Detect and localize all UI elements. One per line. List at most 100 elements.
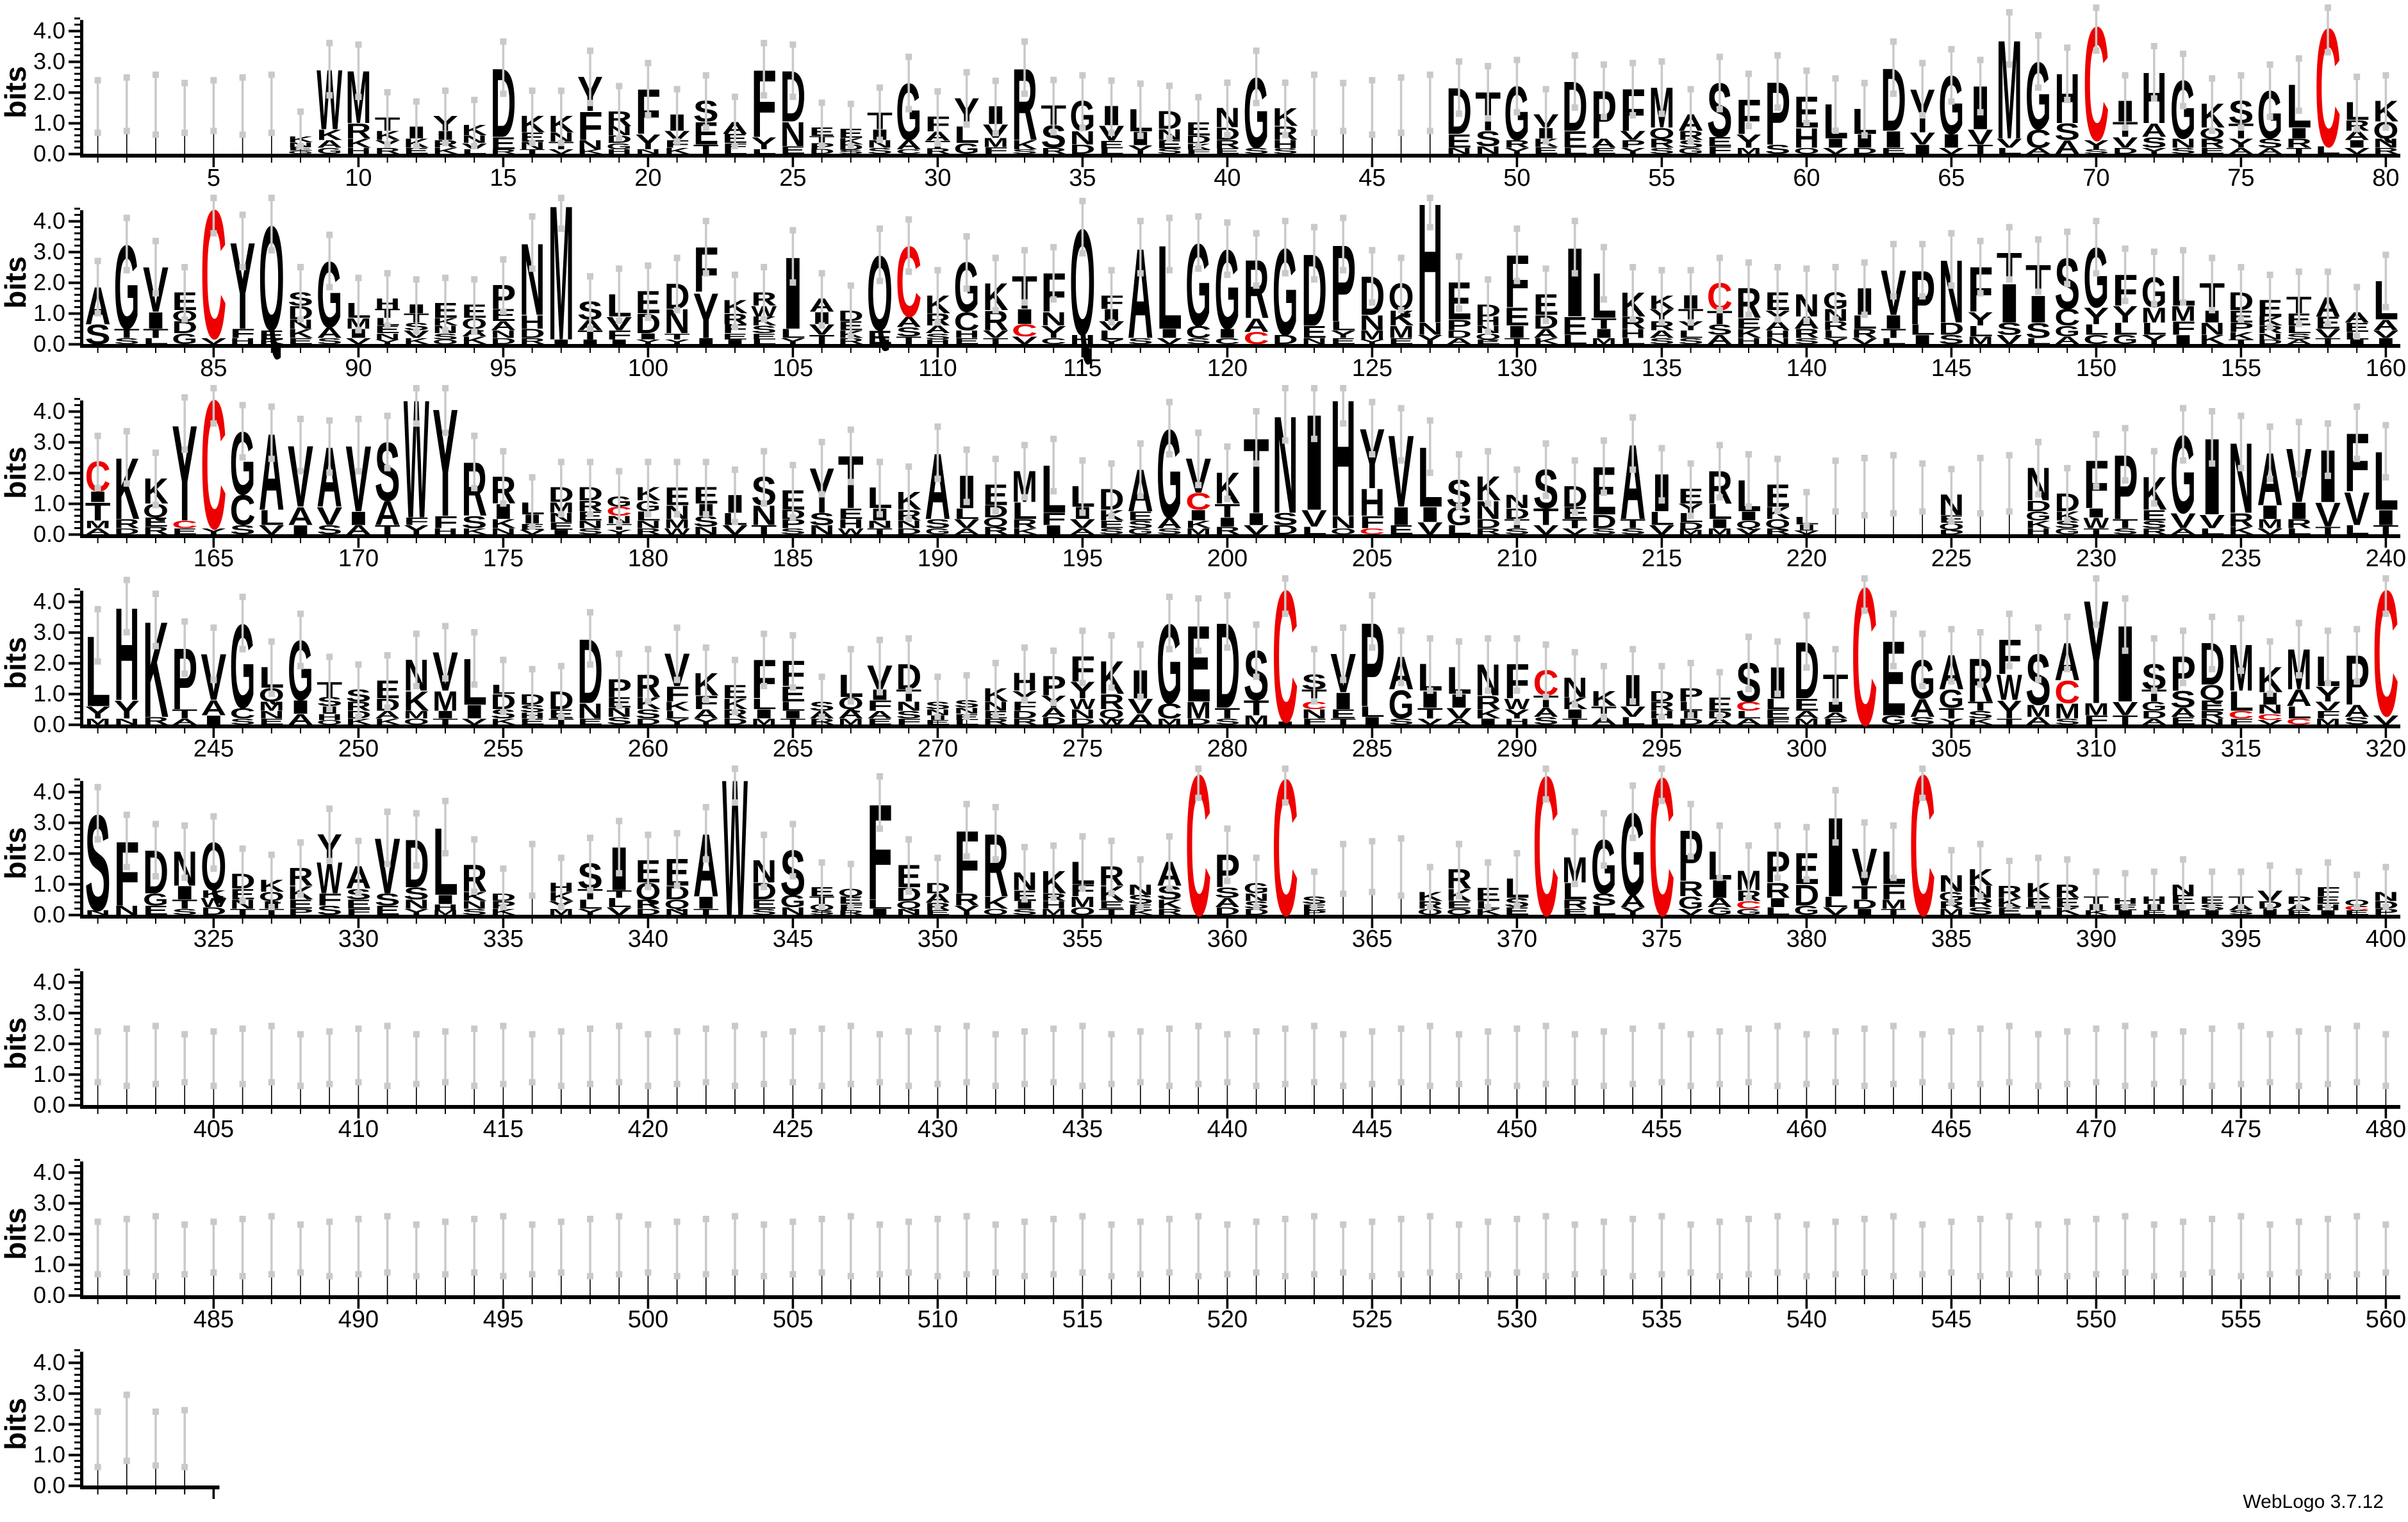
error-bar <box>1253 1218 1260 1275</box>
error-bar <box>703 1216 709 1277</box>
x-tick-label: 395 <box>2221 926 2261 951</box>
error-bar <box>2006 1213 2013 1278</box>
x-tick-label: 10 <box>345 165 372 190</box>
x-tick-label: 480 <box>2366 1116 2406 1142</box>
y-tick-label: 3.0 <box>33 1190 65 1216</box>
x-tick-label: 330 <box>338 926 379 951</box>
x-tick-label: 230 <box>2076 545 2116 571</box>
x-tick-label: 520 <box>1207 1306 1248 1332</box>
x-tick-label: 355 <box>1062 926 1103 951</box>
error-bar <box>587 1026 593 1087</box>
error-bar <box>1977 1026 1984 1087</box>
error-bar <box>1629 1026 1636 1087</box>
error-bar <box>153 1213 159 1280</box>
x-tick-label: 360 <box>1207 926 1248 951</box>
error-bar <box>789 1218 796 1277</box>
x-tick-label: 150 <box>2076 355 2116 380</box>
x-tick-label: 135 <box>1642 355 1682 380</box>
y-tick-label: 1.0 <box>33 1061 65 1087</box>
error-bar <box>2382 1222 2389 1276</box>
error-bar <box>1398 74 1405 136</box>
x-tick-label: 110 <box>918 355 957 380</box>
x-tick-label: 510 <box>918 1306 958 1332</box>
error-bar <box>124 1026 130 1089</box>
x-axis <box>80 1485 219 1499</box>
error-bar <box>1311 869 1317 910</box>
y-tick-label: 0.0 <box>33 1472 65 1498</box>
x-tick-label: 430 <box>918 1116 958 1142</box>
error-bar <box>964 1213 970 1278</box>
error-bar <box>2296 1218 2302 1275</box>
error-bar <box>95 1218 101 1277</box>
x-tick-label: 305 <box>1931 735 1972 761</box>
error-bar <box>1398 1216 1405 1277</box>
error-bar <box>384 1213 391 1276</box>
error-bar <box>819 1216 825 1276</box>
error-bar <box>2093 869 2099 910</box>
error-bar <box>95 77 101 136</box>
error-bar <box>1282 1026 1289 1087</box>
error-bar <box>95 1409 101 1470</box>
x-tick-label: 350 <box>918 926 958 951</box>
x-tick-label: 265 <box>773 735 813 761</box>
error-bar <box>1919 461 1926 515</box>
error-bar <box>1021 1218 1028 1279</box>
x-tick-label: 450 <box>1497 1116 1537 1142</box>
error-bar <box>210 1218 217 1275</box>
error-bar <box>1658 1213 1665 1278</box>
x-tick-label: 490 <box>338 1306 379 1332</box>
error-bar <box>1253 1028 1260 1089</box>
error-bar <box>674 1218 680 1279</box>
error-bar <box>848 1213 854 1280</box>
y-tick-label: 0.0 <box>33 331 65 357</box>
x-tick-label: 260 <box>628 735 668 761</box>
y-tick-label: 1.0 <box>33 110 65 136</box>
y-tick-label: 1.0 <box>33 300 65 326</box>
error-bar <box>1456 1222 1462 1280</box>
x-tick-label: 25 <box>779 165 806 190</box>
error-bar <box>2267 1031 2273 1086</box>
x-tick-label: 5 <box>207 165 220 190</box>
error-bar <box>1427 72 1433 135</box>
error-bar <box>1803 489 1810 530</box>
error-bar <box>1601 1028 1607 1089</box>
error-bar <box>789 1028 796 1085</box>
error-bar <box>1109 1222 1115 1280</box>
error-bar <box>1774 1023 1781 1090</box>
x-tick-label: 420 <box>628 1116 668 1142</box>
error-bar <box>1369 77 1375 138</box>
x-tick-label: 460 <box>1786 1116 1827 1142</box>
error-bar <box>2354 872 2360 910</box>
error-bar <box>124 1391 130 1464</box>
y-tick-label: 0.0 <box>33 140 65 167</box>
error-bar <box>2325 1026 2331 1087</box>
y-tick-label: 4.0 <box>33 208 65 234</box>
y-tick-label: 4.0 <box>33 17 65 44</box>
y-tick-label: 4.0 <box>33 1159 65 1185</box>
error-bar <box>558 1218 565 1275</box>
error-bar <box>905 1218 912 1275</box>
error-bar <box>124 1216 130 1276</box>
x-tick-label: 545 <box>1931 1306 1972 1332</box>
error-bar <box>2006 1023 2013 1086</box>
error-bar <box>1919 1031 1926 1086</box>
x-tick-label: 405 <box>194 1116 234 1142</box>
x-tick-label: 540 <box>1786 1306 1827 1332</box>
error-bar <box>1717 1218 1723 1279</box>
error-bar <box>1485 1028 1491 1085</box>
x-tick-label: 245 <box>194 735 234 761</box>
x-tick-label: 125 <box>1352 355 1392 380</box>
error-bar <box>616 1213 622 1278</box>
y-tick-label: 4.0 <box>33 778 65 805</box>
error-bar <box>616 1023 622 1086</box>
y-tick-label: 2.0 <box>33 459 65 486</box>
error-bar <box>1774 1213 1781 1276</box>
error-bar <box>2035 1031 2041 1090</box>
x-tick-label: 190 <box>918 545 958 571</box>
